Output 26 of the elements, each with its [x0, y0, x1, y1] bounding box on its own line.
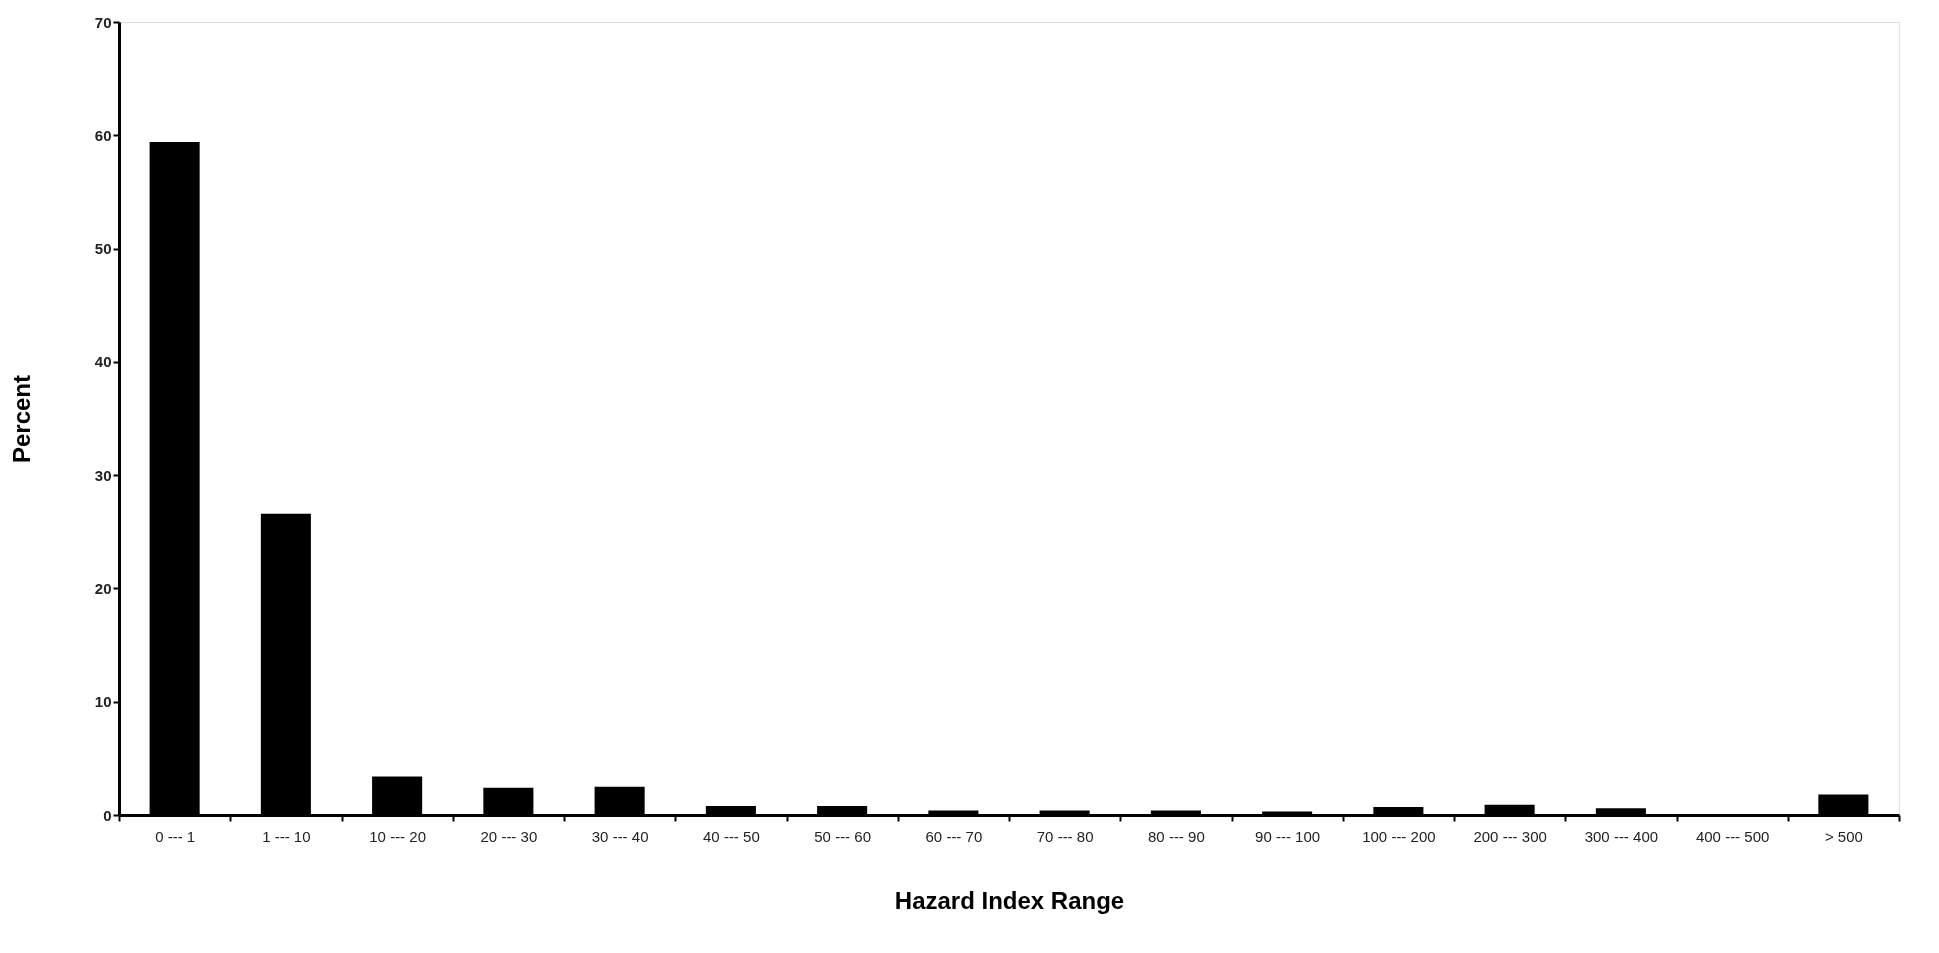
y-tick-label: 0: [103, 806, 112, 824]
x-tick-label: 200 --- 300: [1473, 827, 1547, 845]
x-tick-label: 80 --- 90: [1148, 827, 1205, 845]
x-tick-label: 1 --- 10: [262, 827, 311, 845]
x-tick-label: 20 --- 30: [480, 827, 538, 845]
y-axis-title: Percent: [7, 374, 35, 464]
x-tick-label: 40 --- 50: [703, 827, 760, 845]
x-tick-label: 100 --- 200: [1362, 827, 1436, 845]
x-axis-title: Hazard Index Range: [894, 886, 1125, 914]
y-tick-label: 20: [94, 579, 112, 597]
y-tick-label: 70: [94, 13, 112, 31]
y-tick-label: 40: [94, 353, 112, 371]
x-tick-label: 400 --- 500: [1695, 827, 1770, 845]
y-tick-label: 50: [94, 240, 112, 258]
x-tick-label: 50 --- 60: [814, 827, 871, 845]
x-tick-label: > 500: [1824, 827, 1863, 845]
x-tick-label: 70 --- 80: [1036, 827, 1094, 845]
x-tick-label: 60 --- 70: [925, 827, 983, 845]
x-tick-label: 0 --- 1: [155, 827, 196, 845]
y-tick-label: 60: [94, 126, 112, 144]
y-tick-label: 10: [94, 693, 112, 711]
x-tick-label: 10 --- 20: [369, 827, 426, 845]
x-tick-label: 90 --- 100: [1255, 827, 1321, 845]
x-tick-label: 300 --- 400: [1584, 827, 1659, 845]
x-tick-label: 30 --- 40: [591, 827, 649, 845]
y-tick-label: 30: [94, 466, 112, 484]
